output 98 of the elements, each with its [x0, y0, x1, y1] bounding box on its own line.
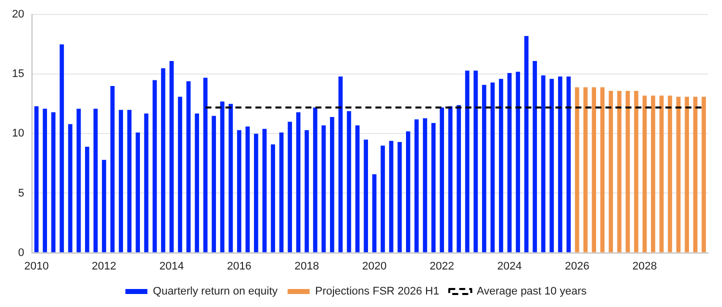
legend-label: Projections FSR 2026 H1 [315, 286, 440, 298]
bar [228, 104, 233, 252]
legend-label: Quarterly return on equity [152, 286, 278, 298]
bar [414, 119, 419, 252]
bar [322, 125, 326, 252]
bar [60, 44, 64, 252]
bar [246, 126, 250, 252]
bar [338, 76, 343, 252]
bar [626, 90, 630, 252]
x-tick-label: 2028 [632, 260, 657, 272]
bar [422, 118, 428, 252]
x-tick-label: 2012 [92, 260, 116, 272]
x-tick-label: 2020 [362, 260, 387, 272]
bar [583, 87, 588, 252]
bar [634, 90, 638, 252]
bar [152, 80, 157, 252]
bar [212, 116, 216, 252]
bar [355, 125, 360, 252]
bar [186, 81, 191, 252]
bar [668, 96, 672, 252]
bar [102, 160, 106, 252]
bar [431, 122, 436, 252]
bar [296, 112, 300, 252]
y-tick-label: 15 [12, 68, 24, 80]
bar [592, 87, 596, 252]
bar [51, 112, 56, 252]
bar [448, 106, 452, 252]
legend-label: Average past 10 years [476, 286, 588, 298]
x-tick-label: 2026 [564, 260, 590, 272]
bar [93, 108, 98, 252]
bar [498, 78, 504, 252]
bar [34, 106, 39, 252]
x-tick-label: 2018 [294, 260, 320, 272]
bar [608, 90, 613, 252]
bar [364, 140, 368, 252]
bar [76, 108, 81, 252]
bar [550, 78, 554, 252]
x-tick-label: 2010 [24, 260, 49, 272]
bar [42, 108, 48, 252]
bar [346, 111, 352, 252]
bar [389, 140, 394, 252]
x-tick-label: 2022 [430, 260, 454, 272]
bar [270, 144, 276, 252]
bar [541, 75, 546, 252]
bar [398, 142, 402, 252]
bar [617, 90, 622, 252]
bar [600, 87, 605, 252]
bar [220, 102, 224, 252]
bar [136, 132, 140, 252]
bar [474, 70, 478, 252]
bar [203, 78, 208, 252]
bar [440, 108, 444, 252]
bar [456, 105, 461, 252]
y-tick-label: 20 [12, 8, 24, 21]
bar [110, 86, 115, 252]
bar [237, 130, 242, 252]
bar [279, 132, 284, 252]
y-tick-label: 0 [18, 246, 24, 259]
bar [85, 146, 90, 252]
bar [482, 84, 486, 252]
bar [178, 96, 182, 252]
bar [558, 76, 562, 252]
bar [262, 128, 267, 252]
bar [642, 96, 647, 252]
bar [507, 72, 512, 252]
bar [465, 70, 470, 252]
bar [693, 96, 698, 252]
bar [532, 61, 537, 252]
bar [144, 113, 148, 252]
bar [566, 76, 571, 252]
bar [194, 113, 200, 252]
bar [490, 82, 495, 252]
bar [170, 61, 174, 252]
bar [118, 110, 124, 252]
bar [524, 36, 528, 252]
bar [702, 96, 706, 252]
bar [659, 96, 664, 252]
x-tick-label: 2024 [497, 260, 522, 272]
bar [161, 68, 166, 252]
bar [574, 87, 580, 252]
bar [313, 108, 318, 252]
bar [406, 131, 410, 252]
bar [372, 174, 376, 252]
bar [650, 96, 656, 252]
y-tick-label: 5 [18, 187, 24, 200]
x-tick-label: 2014 [159, 260, 184, 272]
bar [676, 96, 681, 252]
bar [304, 130, 309, 252]
y-tick-label: 10 [12, 128, 24, 140]
bar [380, 146, 385, 252]
bar [330, 117, 334, 252]
x-tick-label: 2016 [226, 260, 252, 272]
bar [288, 122, 292, 252]
bar [68, 124, 72, 252]
bar [127, 110, 132, 252]
bar [254, 134, 258, 252]
bar [684, 96, 689, 252]
bar [516, 72, 520, 252]
